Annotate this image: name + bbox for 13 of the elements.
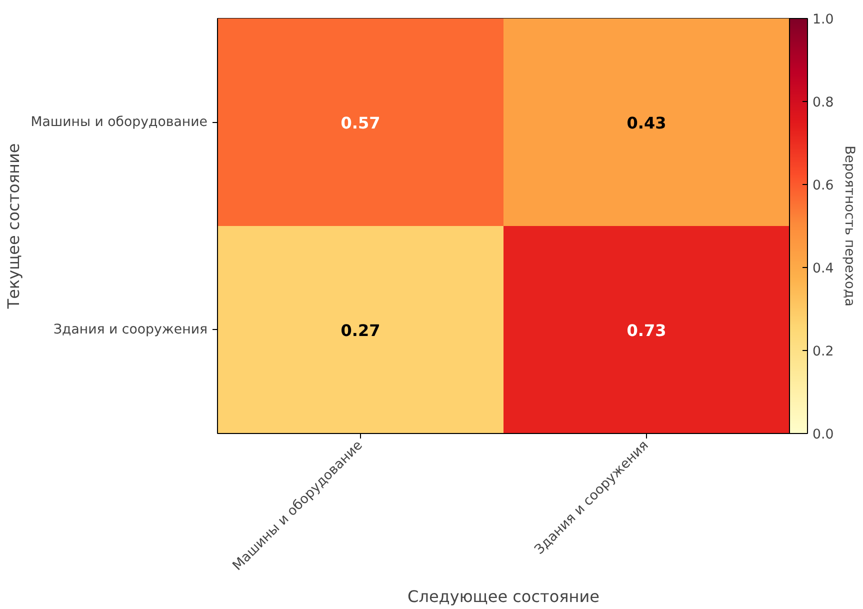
x-axis-title: Следующее состояние	[408, 587, 600, 606]
color-bar-title: Вероятность перехода	[842, 146, 856, 306]
color-bar-label: 1.0	[812, 12, 834, 28]
color-bar-label: 0.2	[812, 344, 834, 360]
data-label: 0.57	[340, 113, 380, 132]
color-bar-label: 0.8	[812, 96, 834, 110]
data-label: 0.43	[626, 113, 666, 132]
y-axis-title: Текущее состояние	[4, 143, 23, 310]
color-bar-label: 0.0	[812, 428, 834, 442]
color-bar-label: 0.4	[812, 262, 834, 276]
color-bar-label: 0.6	[812, 178, 834, 194]
data-label: 0.73	[626, 320, 666, 340]
data-label: 0.27	[340, 320, 380, 340]
